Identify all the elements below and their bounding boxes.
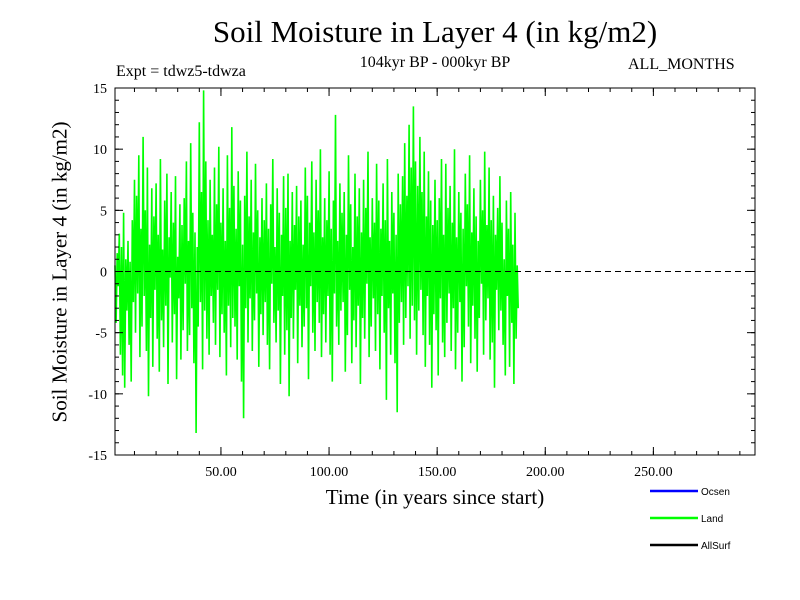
y-tick-label: 5 <box>100 204 107 219</box>
x-tick-label: 200.00 <box>526 465 565 480</box>
x-tick-label: 100.00 <box>310 465 349 480</box>
chart-title: Soil Moisture in Layer 4 (in kg/m2) <box>212 14 658 49</box>
y-tick-label: 0 <box>100 266 107 281</box>
y-tick-label: -15 <box>88 449 107 464</box>
x-tick-label: 50.00 <box>205 465 237 480</box>
y-tick-label: -10 <box>88 388 107 403</box>
y-tick-label: 10 <box>93 143 107 158</box>
series-line-land <box>114 90 519 434</box>
experiment-label: Expt = tdwz5-tdwza <box>116 63 246 80</box>
legend-label-allsurf: AllSurf <box>701 541 731 552</box>
x-tick-label: 150.00 <box>418 465 457 480</box>
x-tick-label: 250.00 <box>634 465 673 480</box>
y-tick-label: 15 <box>93 82 107 97</box>
y-tick-label: -5 <box>95 327 107 342</box>
chart-subtitle: 104kyr BP - 000kyr BP <box>359 54 511 71</box>
x-axis-label: Time (in years since start) <box>325 485 545 509</box>
season-label: ALL_MONTHS <box>628 56 735 73</box>
legend-label-land: Land <box>701 514 723 525</box>
legend-label-ocean: Ocsen <box>701 487 730 498</box>
